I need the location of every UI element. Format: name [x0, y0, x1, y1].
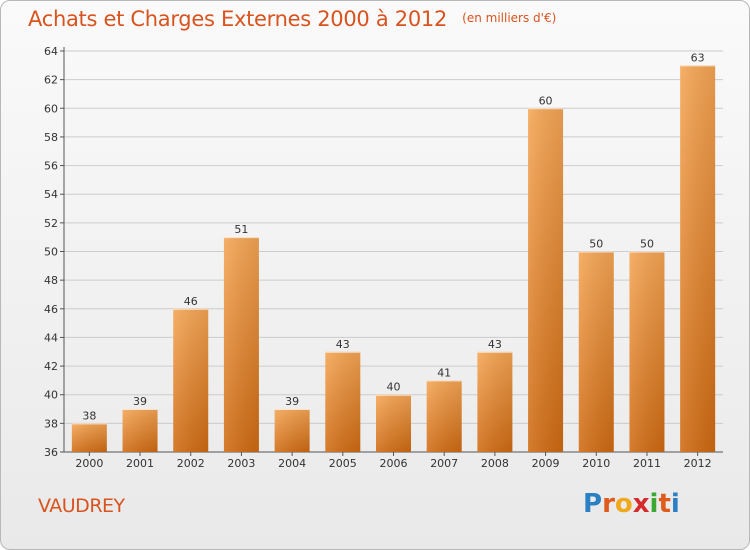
y-tick-label: 44 [44, 331, 58, 344]
data-label: 39 [285, 395, 299, 408]
logo-letter: P [583, 489, 603, 519]
y-tick-label: 58 [44, 131, 58, 144]
x-tick-label: 2003 [227, 457, 255, 470]
y-tick-label: 56 [44, 160, 58, 173]
y-tick-label: 50 [44, 246, 58, 259]
y-tick-label: 60 [44, 102, 58, 115]
x-tick-label: 2008 [481, 457, 509, 470]
y-tick-label: 46 [44, 303, 58, 316]
title-block: Achats et Charges Externes 2000 à 2012 (… [28, 7, 556, 31]
data-label: 51 [234, 223, 248, 236]
logo-letter: r [602, 489, 615, 519]
logo-letter: o [614, 489, 633, 519]
bar-shade-2007 [426, 380, 462, 452]
y-tick-label: 42 [44, 360, 58, 373]
x-tick-label: 2000 [75, 457, 103, 470]
data-label: 50 [640, 238, 654, 251]
x-tick-label: 2001 [126, 457, 154, 470]
logo-letter: i [649, 489, 659, 519]
x-tick-label: 2004 [278, 457, 306, 470]
bar-shade-2000 [71, 423, 107, 452]
bar-shade-2010 [578, 251, 614, 452]
data-label: 39 [133, 395, 147, 408]
proxiti-logo[interactable]: Proxiti [583, 489, 680, 519]
data-label: 50 [589, 238, 603, 251]
chart-unit: (en milliers d'€) [462, 11, 557, 25]
logo-letter: x [632, 489, 650, 519]
bar-shade-2006 [376, 394, 411, 452]
bar-shade-2004 [274, 409, 310, 452]
grid-lines [64, 50, 723, 424]
bar-shade-2003 [223, 237, 259, 452]
bar-shade-2008 [477, 351, 513, 452]
x-tick-label: 2011 [633, 457, 661, 470]
y-tick-label: 62 [44, 74, 58, 87]
x-tick-label: 2002 [177, 457, 205, 470]
logo-letter: t [658, 489, 671, 519]
bar-shade-2012 [680, 65, 716, 453]
y-tick-label: 40 [44, 389, 58, 402]
bar-shade-2005 [325, 351, 361, 452]
data-label: 46 [184, 295, 198, 308]
data-label: 38 [82, 409, 96, 422]
y-tick-label: 48 [44, 274, 58, 287]
bar-shade-2001 [122, 409, 158, 452]
data-label: 43 [336, 338, 350, 351]
logo-letter: i [670, 489, 680, 519]
y-tick-label: 36 [44, 446, 58, 459]
location-label: VAUDREY [38, 495, 125, 517]
bar-shade-2002 [173, 308, 209, 452]
bar-shade-2011 [629, 251, 665, 452]
x-tick-label: 2012 [684, 457, 712, 470]
bars [71, 65, 716, 453]
data-label: 41 [437, 366, 451, 379]
y-tick-label: 64 [44, 45, 58, 58]
x-tick-label: 2006 [380, 457, 408, 470]
data-label: 43 [488, 338, 502, 351]
y-tick-label: 54 [44, 188, 58, 201]
x-tick-label: 2005 [329, 457, 357, 470]
labels: 36 38 40 42 44 46 48 50 52 54 56 58 60 62 64 2000 38 2001… [44, 45, 712, 470]
x-tick-label: 2009 [532, 457, 560, 470]
x-tick-label: 2007 [430, 457, 458, 470]
y-tick-label: 52 [44, 217, 58, 230]
chart-title: Achats et Charges Externes 2000 à 2012 [28, 7, 448, 31]
x-tick-label: 2010 [582, 457, 610, 470]
bar-shade-2009 [528, 108, 564, 453]
data-label: 63 [691, 51, 705, 64]
data-label: 40 [387, 381, 401, 394]
data-label: 60 [539, 94, 553, 107]
y-tick-label: 38 [44, 417, 58, 430]
